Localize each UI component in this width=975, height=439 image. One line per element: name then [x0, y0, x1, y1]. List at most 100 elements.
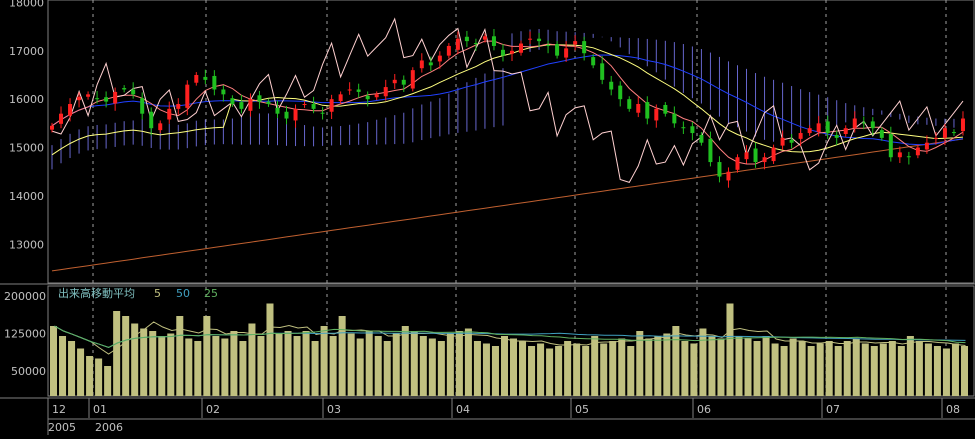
month-label: 03: [327, 403, 341, 416]
volume-period-25: 25: [204, 287, 218, 300]
volume-period-5: 5: [154, 287, 161, 300]
volume-bar: [203, 316, 211, 396]
candle-body: [528, 38, 533, 40]
candle-body: [627, 99, 632, 109]
candle-body: [221, 89, 226, 95]
volume-bar: [519, 341, 527, 396]
volume-bar: [609, 341, 617, 396]
candle-body: [311, 104, 316, 109]
candles: [50, 29, 965, 188]
candle-body: [284, 111, 289, 119]
volume-bar: [221, 338, 229, 396]
volume-bar: [600, 343, 608, 396]
candle-body: [140, 98, 145, 114]
candle-body: [780, 137, 785, 146]
volume-bar: [257, 336, 265, 396]
candle-body: [690, 126, 695, 134]
volume-ma-5-line: [54, 321, 966, 355]
volume-bar: [365, 331, 373, 396]
volume-bar: [789, 338, 797, 396]
month-label: 12: [52, 403, 66, 416]
volume-bar: [573, 343, 581, 396]
volume-bar: [690, 343, 698, 396]
candle-body: [609, 81, 614, 90]
volume-bar: [879, 343, 887, 396]
candle-body: [428, 62, 433, 66]
volume-bar: [627, 346, 635, 396]
volume-bar: [194, 341, 202, 396]
candle-body: [104, 97, 109, 102]
candle-body: [789, 139, 794, 143]
price-tick-label: 13000: [9, 238, 44, 251]
volume-bar: [302, 331, 310, 396]
volume-tick-label: 50000: [11, 365, 46, 378]
volume-bar: [762, 336, 770, 396]
volume-bar: [491, 346, 499, 396]
price-tick-label: 17000: [9, 45, 44, 58]
candle-body: [257, 95, 262, 102]
volume-period-50: 50: [176, 287, 190, 300]
candle-body: [753, 148, 758, 163]
candle-body: [491, 36, 496, 46]
volume-bar: [176, 316, 184, 396]
candle-body: [663, 104, 668, 114]
candle-body: [437, 55, 442, 62]
volume-bar: [546, 348, 554, 396]
volume-bar: [870, 346, 878, 396]
volume-bar: [167, 333, 175, 396]
volume-bars: [50, 303, 968, 396]
candle-body: [870, 121, 875, 129]
volume-bar: [329, 336, 337, 396]
candle-body: [582, 41, 587, 54]
candle-body: [708, 138, 713, 163]
volume-bar: [500, 336, 508, 396]
volume-bar: [555, 346, 563, 396]
volume-bar: [780, 346, 788, 396]
volume-bar: [942, 348, 950, 396]
volume-bar: [248, 323, 256, 396]
volume-bar: [68, 341, 76, 396]
candle-body: [383, 87, 388, 97]
price-frame: [47, 0, 975, 284]
volume-bar: [50, 326, 58, 396]
volume-bar: [726, 303, 734, 396]
ma-200-line: [51, 138, 964, 272]
candle-body: [942, 128, 947, 138]
month-label: 08: [946, 403, 960, 416]
candle-body: [203, 76, 208, 80]
volume-bar: [888, 341, 896, 396]
candle-body: [113, 91, 118, 104]
candle-body: [546, 44, 551, 46]
candle-body: [77, 96, 82, 101]
candle-body: [356, 89, 361, 92]
candle-body: [762, 157, 767, 163]
volume-bar: [131, 323, 139, 396]
volume-bar: [906, 336, 914, 396]
volume-bar: [374, 336, 382, 396]
volume-bar: [933, 346, 941, 396]
month-label: 05: [575, 403, 589, 416]
volume-bar: [275, 333, 283, 396]
volume-bar: [663, 333, 671, 396]
volume-bar: [654, 336, 662, 396]
volume-bar: [347, 333, 355, 396]
candle-body: [735, 157, 740, 170]
year-label: 2005: [48, 421, 76, 434]
volume-bar: [482, 343, 490, 396]
candle-body: [771, 147, 776, 162]
candle-body: [726, 171, 731, 181]
volume-bar: [149, 331, 157, 396]
candle-body: [401, 79, 406, 85]
volume-bar: [744, 338, 752, 396]
volume-bar: [77, 348, 85, 396]
volume-bar: [924, 343, 932, 396]
volume-bar: [419, 336, 427, 396]
volume-bar: [140, 328, 148, 396]
price-tick-label: 16000: [9, 93, 44, 106]
candle-body: [861, 122, 866, 124]
candle-body: [167, 108, 172, 120]
volume-bar: [618, 338, 626, 396]
volume-bar: [582, 346, 590, 396]
candle-body: [320, 112, 325, 114]
time-axis: 12 01 02 03 04 05 06 07 08 2005 2006: [0, 397, 975, 435]
